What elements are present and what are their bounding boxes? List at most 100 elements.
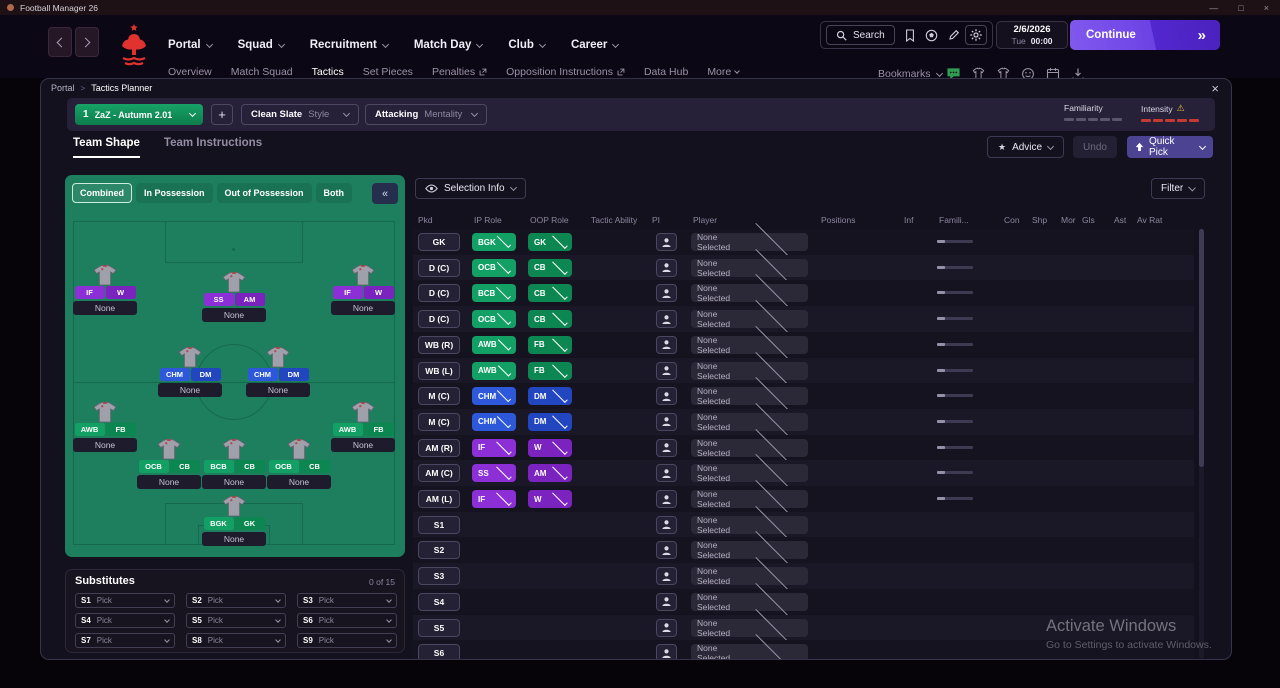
oop-role-select[interactable]: CB bbox=[528, 310, 572, 329]
position-badge[interactable]: S3 bbox=[418, 567, 460, 586]
player-select[interactable]: None Selected bbox=[691, 375, 808, 416]
position-badge[interactable]: S1 bbox=[418, 515, 460, 534]
panel-close-icon[interactable]: × bbox=[1211, 81, 1219, 96]
column-header-positions[interactable]: Positions bbox=[821, 215, 856, 225]
player-select[interactable]: None Selected bbox=[691, 426, 808, 467]
substitute-slot-s2[interactable]: S2 Pick bbox=[186, 593, 286, 608]
gear-icon[interactable] bbox=[964, 25, 987, 45]
oop-role-select[interactable]: W bbox=[528, 490, 572, 508]
search-button[interactable]: Search bbox=[826, 25, 895, 45]
player-name-select[interactable]: None bbox=[331, 438, 395, 452]
oop-role-badge[interactable]: AM bbox=[234, 293, 265, 306]
breadcrumb-item-tactics-planner[interactable]: Tactics Planner bbox=[91, 83, 153, 93]
player-instructions-button[interactable] bbox=[656, 412, 677, 431]
oop-role-select[interactable]: DM bbox=[528, 387, 572, 406]
player-instructions-button[interactable] bbox=[656, 284, 677, 303]
column-header-player[interactable]: Player bbox=[693, 215, 718, 225]
position-badge[interactable]: S5 bbox=[418, 618, 460, 637]
subnav-item-penalties[interactable]: Penalties bbox=[432, 66, 487, 83]
player-name-select[interactable]: None bbox=[73, 438, 137, 452]
ip-role-select[interactable]: BGK bbox=[472, 233, 516, 251]
subnav-item-more[interactable]: More bbox=[707, 66, 741, 83]
player-select[interactable]: None Selected bbox=[691, 400, 808, 442]
ip-role-badge[interactable]: OCB bbox=[268, 460, 299, 473]
jersey-icon[interactable] bbox=[221, 495, 247, 517]
topnav-menu-club[interactable]: Club bbox=[508, 39, 546, 51]
topnav-menu-portal[interactable]: Portal bbox=[168, 39, 213, 51]
subnav-item-match-squad[interactable]: Match Squad bbox=[231, 66, 293, 83]
player-name-select[interactable]: None bbox=[202, 475, 266, 489]
player-name-select[interactable]: None bbox=[331, 301, 395, 315]
position-badge[interactable]: GK bbox=[418, 233, 460, 251]
oop-role-select[interactable]: GK bbox=[528, 233, 572, 251]
player-select[interactable]: None Selected bbox=[691, 323, 808, 364]
player-select[interactable]: None Selected bbox=[691, 220, 808, 262]
player-name-select[interactable]: None bbox=[267, 475, 331, 489]
oop-role-badge[interactable]: FB bbox=[105, 423, 136, 436]
close-button[interactable]: × bbox=[1263, 2, 1269, 13]
position-badge[interactable]: D (C) bbox=[418, 258, 460, 277]
player-select[interactable]: None Selected bbox=[691, 529, 808, 570]
player-select[interactable]: None Selected bbox=[691, 554, 808, 596]
pencil-icon[interactable] bbox=[943, 25, 965, 45]
maximize-button[interactable]: □ bbox=[1238, 2, 1244, 13]
oop-role-badge[interactable]: CB bbox=[234, 460, 265, 473]
advice-button[interactable]: ★ Advice bbox=[987, 136, 1065, 158]
player-name-select[interactable]: None bbox=[202, 308, 266, 322]
subnav-item-opposition-instructions[interactable]: Opposition Instructions bbox=[506, 66, 625, 83]
position-badge[interactable]: S4 bbox=[418, 592, 460, 611]
jersey-icon[interactable] bbox=[221, 271, 247, 293]
position-badge[interactable]: D (C) bbox=[418, 284, 460, 303]
jersey-icon[interactable] bbox=[177, 346, 203, 368]
ball-icon[interactable] bbox=[921, 25, 943, 45]
topnav-menu-squad[interactable]: Squad bbox=[238, 39, 285, 51]
player-select[interactable]: None Selected bbox=[691, 580, 808, 621]
tab-team-instructions[interactable]: Team Instructions bbox=[163, 137, 263, 149]
player-select[interactable]: None Selected bbox=[691, 503, 808, 544]
substitute-slot-s9[interactable]: S9 Pick bbox=[297, 633, 397, 648]
add-tactic-button[interactable]: + bbox=[211, 104, 233, 125]
topnav-menu-recruitment[interactable]: Recruitment bbox=[310, 39, 389, 51]
ip-role-select[interactable]: AWB bbox=[472, 361, 516, 380]
player-name-select[interactable]: None bbox=[137, 475, 201, 489]
player-instructions-button[interactable] bbox=[656, 233, 677, 251]
player-instructions-button[interactable] bbox=[656, 335, 677, 354]
oop-role-select[interactable]: W bbox=[528, 438, 572, 457]
ip-role-select[interactable]: OCB bbox=[472, 258, 516, 277]
position-badge[interactable]: D (C) bbox=[418, 310, 460, 329]
oop-role-select[interactable]: FB bbox=[528, 335, 572, 354]
column-header-pi[interactable]: PI bbox=[652, 215, 661, 225]
tab-team-shape[interactable]: Team Shape bbox=[73, 137, 140, 158]
pitch-filter-out-of-possession[interactable]: Out of Possession bbox=[216, 183, 312, 203]
topnav-menu-match-day[interactable]: Match Day bbox=[414, 39, 484, 51]
oop-role-badge[interactable]: DM bbox=[278, 368, 309, 381]
position-badge[interactable]: AM (R) bbox=[418, 438, 460, 457]
scrollbar-thumb[interactable] bbox=[1199, 229, 1204, 467]
jersey-icon[interactable] bbox=[221, 438, 247, 460]
substitute-slot-s7[interactable]: S7 Pick bbox=[75, 633, 175, 648]
player-name-select[interactable]: None bbox=[202, 532, 266, 546]
jersey-icon[interactable] bbox=[92, 401, 118, 423]
tactic-select[interactable]: 1 ZaZ - Autumn 2.01 bbox=[75, 104, 203, 125]
ip-role-select[interactable]: IF bbox=[472, 490, 516, 508]
player-instructions-button[interactable] bbox=[656, 541, 677, 560]
substitute-slot-s1[interactable]: S1 Pick bbox=[75, 593, 175, 608]
bookmarks-button[interactable]: Bookmarks bbox=[878, 68, 943, 80]
oop-role-badge[interactable]: FB bbox=[363, 423, 394, 436]
pitch-filter-both[interactable]: Both bbox=[315, 183, 353, 203]
jersey-icon[interactable] bbox=[350, 264, 376, 286]
player-select[interactable]: None Selected bbox=[691, 606, 808, 647]
club-crest-icon[interactable] bbox=[116, 20, 152, 70]
ip-role-badge[interactable]: BGK bbox=[203, 517, 234, 530]
undo-button[interactable]: Undo bbox=[1073, 136, 1117, 158]
column-header-av-rat[interactable]: Av Rat bbox=[1137, 215, 1163, 225]
away-shirt-icon[interactable] bbox=[994, 65, 1012, 83]
ip-role-select[interactable]: BCB bbox=[472, 284, 516, 303]
player-instructions-button[interactable] bbox=[656, 490, 677, 508]
jersey-icon[interactable] bbox=[350, 401, 376, 423]
position-badge[interactable]: S6 bbox=[418, 644, 460, 659]
ip-role-badge[interactable]: AWB bbox=[332, 423, 363, 436]
player-instructions-button[interactable] bbox=[656, 592, 677, 611]
player-instructions-button[interactable] bbox=[656, 310, 677, 329]
column-header-mor[interactable]: Mor bbox=[1061, 215, 1076, 225]
